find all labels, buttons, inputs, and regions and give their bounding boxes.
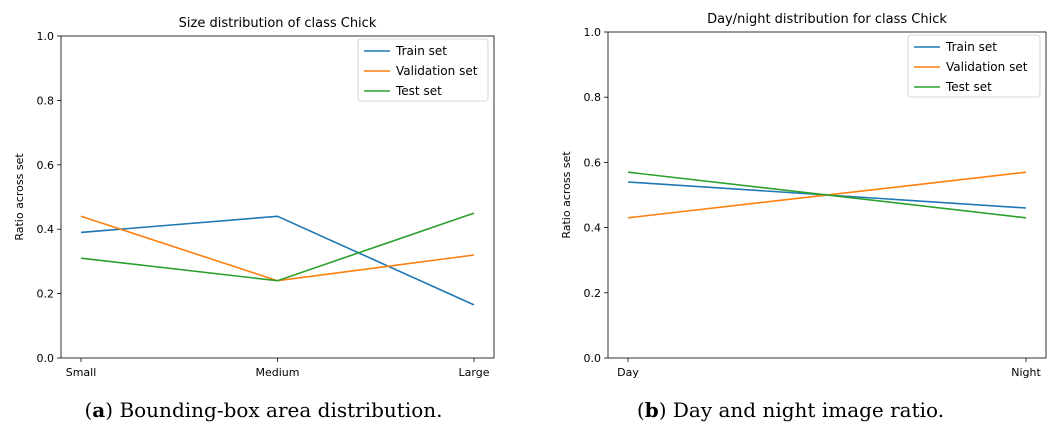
x-tick-label: Night [1011,366,1041,379]
caption-a-text: Bounding-box area distribution. [119,398,443,422]
y-axis-label: Ratio across set [560,151,573,239]
y-tick-label: 0.6 [37,159,55,172]
y-tick-label: 0.4 [37,223,55,236]
legend-label-0: Train set [395,44,447,58]
legend-box [907,34,1041,98]
y-tick-label: 0.2 [37,288,55,301]
legend-label-1: Validation set [396,64,478,78]
series-line-1 [80,215,475,282]
legend-box [357,38,489,102]
legend-label-2: Test set [945,80,992,94]
plot-frame [60,35,495,359]
chart-panel-daynight: Day/night distribution for class Chick 0.… [527,0,1054,433]
plot-frame [607,31,1047,359]
legend-label-2: Test set [395,84,442,98]
x-tick-label: Day [617,366,639,379]
chart-size-distribution: Size distribution of class Chick 0.0 0.2 0.… [13,16,495,379]
legend: Train set Validation set Test set [357,38,489,102]
chart-title: Day/night distribution for class Chick [707,12,947,27]
y-tick-label: 0.8 [584,91,602,104]
caption-b-label: b [644,398,659,422]
caption-b: (b) Day and night image ratio. [636,398,945,422]
series-line-2 [627,171,1027,219]
y-tick-label: 0.0 [37,352,55,365]
series-line-0 [80,215,475,306]
chart-daynight-distribution: Day/night distribution for class Chick 0.… [560,12,1047,379]
y-tick-label: 1.0 [37,30,55,43]
y-axis-label: Ratio across set [13,153,26,241]
legend-label-0: Train set [945,40,997,54]
caption-b-text: Day and night image ratio. [672,398,945,422]
y-tick-label: 0.6 [584,156,602,169]
y-tick-label: 0.4 [584,222,602,235]
legend: Train set Validation set Test set [907,34,1041,98]
legend-label-1: Validation set [946,60,1028,74]
x-tick-label: Large [459,366,490,379]
y-tick-label: 0.0 [584,352,602,365]
caption-a-label: a [92,398,106,422]
y-tick-label: 1.0 [584,26,602,39]
chart-panel-size: Size distribution of class Chick 0.0 0.2 0.… [13,16,495,422]
y-tick-label: 0.2 [584,287,602,300]
series-line-2 [80,212,475,282]
y-tick-label: 0.8 [37,94,55,107]
caption-a: (a) Bounding-box area distribution. [84,398,443,422]
x-tick-label: Small [66,366,97,379]
x-tick-label: Medium [256,366,300,379]
chart-title: Size distribution of class Chick [179,16,377,31]
